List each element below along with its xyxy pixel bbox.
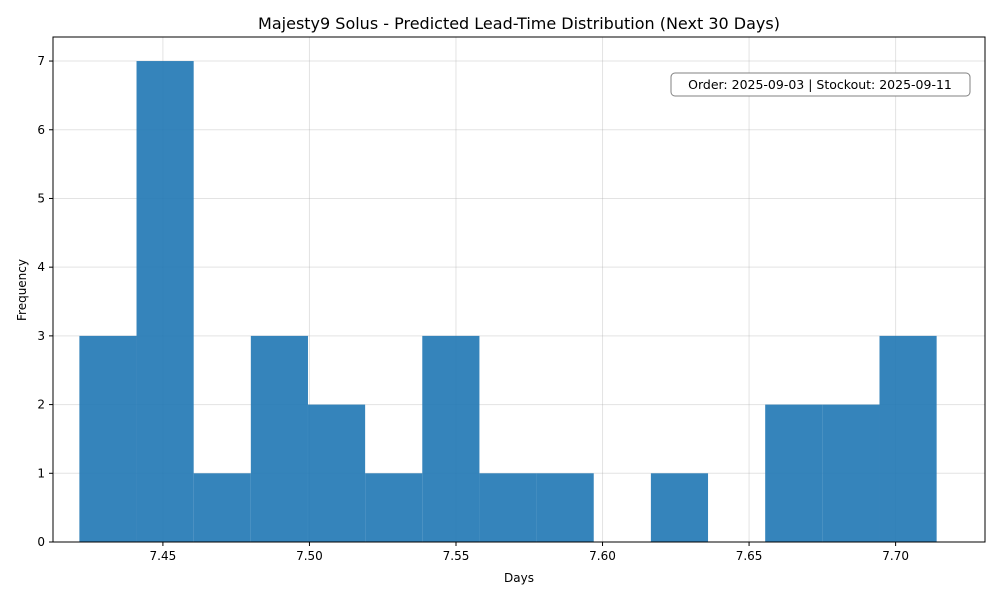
histogram-bar — [765, 404, 823, 542]
histogram-bar — [79, 335, 137, 542]
x-tick-label: 7.70 — [882, 549, 909, 563]
annotation-box — [670, 72, 971, 97]
x-tick-label: 7.55 — [443, 549, 470, 563]
histogram-bar — [650, 473, 709, 542]
x-tick-label: 7.50 — [296, 549, 323, 563]
chart-title: Majesty9 Solus - Predicted Lead-Time Dis… — [258, 14, 780, 33]
x-tick-label: 7.45 — [150, 549, 177, 563]
histogram-bar — [536, 473, 594, 542]
histogram-bar — [422, 335, 480, 542]
histogram-bar — [822, 404, 880, 542]
histogram-bar — [250, 335, 308, 542]
y-tick-label: 2 — [37, 398, 45, 412]
plot-area-frame — [52, 36, 986, 543]
histogram-bars — [79, 61, 937, 543]
histogram-bar — [307, 404, 366, 542]
y-tick-label: 1 — [37, 466, 45, 480]
y-tick-label: 4 — [37, 260, 45, 274]
x-axis-ticks: 7.45 7.50 7.55 7.60 7.65 7.70 — [150, 542, 909, 563]
order-stockout-annotation: Order: 2025-09-03 | Stockout: 2025-09-11 — [670, 72, 971, 97]
annotation-text: Order: 2025-09-03 | Stockout: 2025-09-11 — [688, 77, 952, 92]
y-tick-label: 3 — [37, 329, 45, 343]
y-tick-label: 5 — [37, 191, 45, 205]
y-tick-label: 6 — [37, 123, 45, 137]
x-tick-label: 7.65 — [736, 549, 763, 563]
histogram-bar — [479, 473, 537, 542]
histogram-bar — [193, 473, 251, 542]
y-tick-label: 7 — [37, 54, 45, 68]
y-axis-ticks: 0 1 2 3 4 5 6 7 — [37, 54, 53, 549]
x-axis-label: Days — [504, 571, 534, 585]
y-tick-label: 0 — [37, 535, 45, 549]
x-tick-label: 7.60 — [589, 549, 616, 563]
y-axis-label: Frequency — [15, 259, 29, 321]
histogram-bar — [365, 473, 423, 542]
histogram-bar — [879, 335, 937, 542]
histogram-bar — [136, 61, 194, 543]
